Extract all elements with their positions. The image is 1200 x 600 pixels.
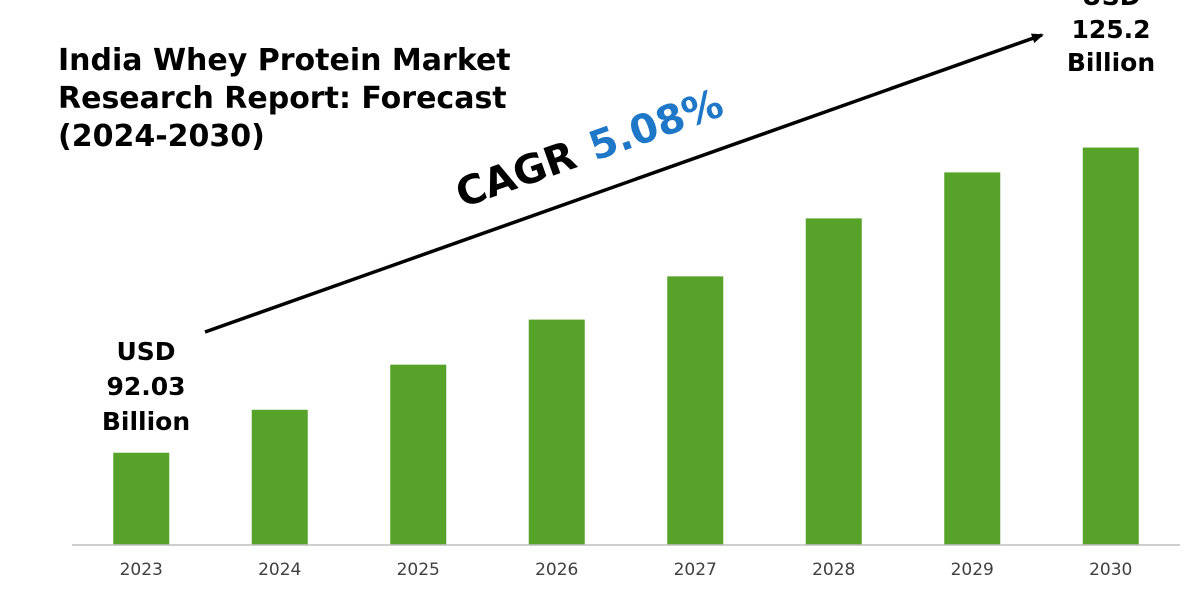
x-tick-labels: 2023 2024 2025 2026 2027 2028 2029 2030 [120,560,1133,580]
start-callout-line-3: Billion [102,407,190,436]
bar-2028 [805,218,862,545]
bar-2025 [390,364,447,545]
title-line-1: India Whey Protein Market [58,43,511,78]
bars-layer [113,147,1139,545]
end-callout-line-2: 125.2 [1071,15,1150,44]
x-tick-label-2030: 2030 [1089,560,1132,580]
trend-arrow [204,33,1044,334]
x-tick-label-2024: 2024 [258,560,301,580]
x-tick-label-2027: 2027 [674,560,717,580]
x-tick-label-2025: 2025 [397,560,440,580]
bar-2023 [113,452,170,545]
title-line-3: (2024-2030) [58,119,265,154]
x-tick-label-2023: 2023 [120,560,163,580]
end-callout-line-1: USD [1081,0,1140,11]
start-value-callout: USD 92.03 Billion [102,337,190,436]
title-line-2: Research Report: Forecast [58,81,507,116]
x-tick-label-2026: 2026 [535,560,578,580]
end-value-callout: USD 125.2 Billion [1067,0,1155,77]
chart-title: India Whey Protein Market Research Repor… [58,43,511,154]
bar-2027 [667,276,724,545]
x-tick-label-2028: 2028 [812,560,855,580]
start-callout-line-2: 92.03 [106,372,185,401]
bar-2024 [251,409,308,545]
end-callout-line-3: Billion [1067,48,1155,77]
bar-2030 [1082,147,1139,545]
bar-2029 [944,172,1001,545]
bar-2026 [528,319,585,545]
x-tick-label-2029: 2029 [951,560,994,580]
cagr-value: 5.08% [583,81,729,171]
start-callout-line-1: USD [116,337,175,366]
